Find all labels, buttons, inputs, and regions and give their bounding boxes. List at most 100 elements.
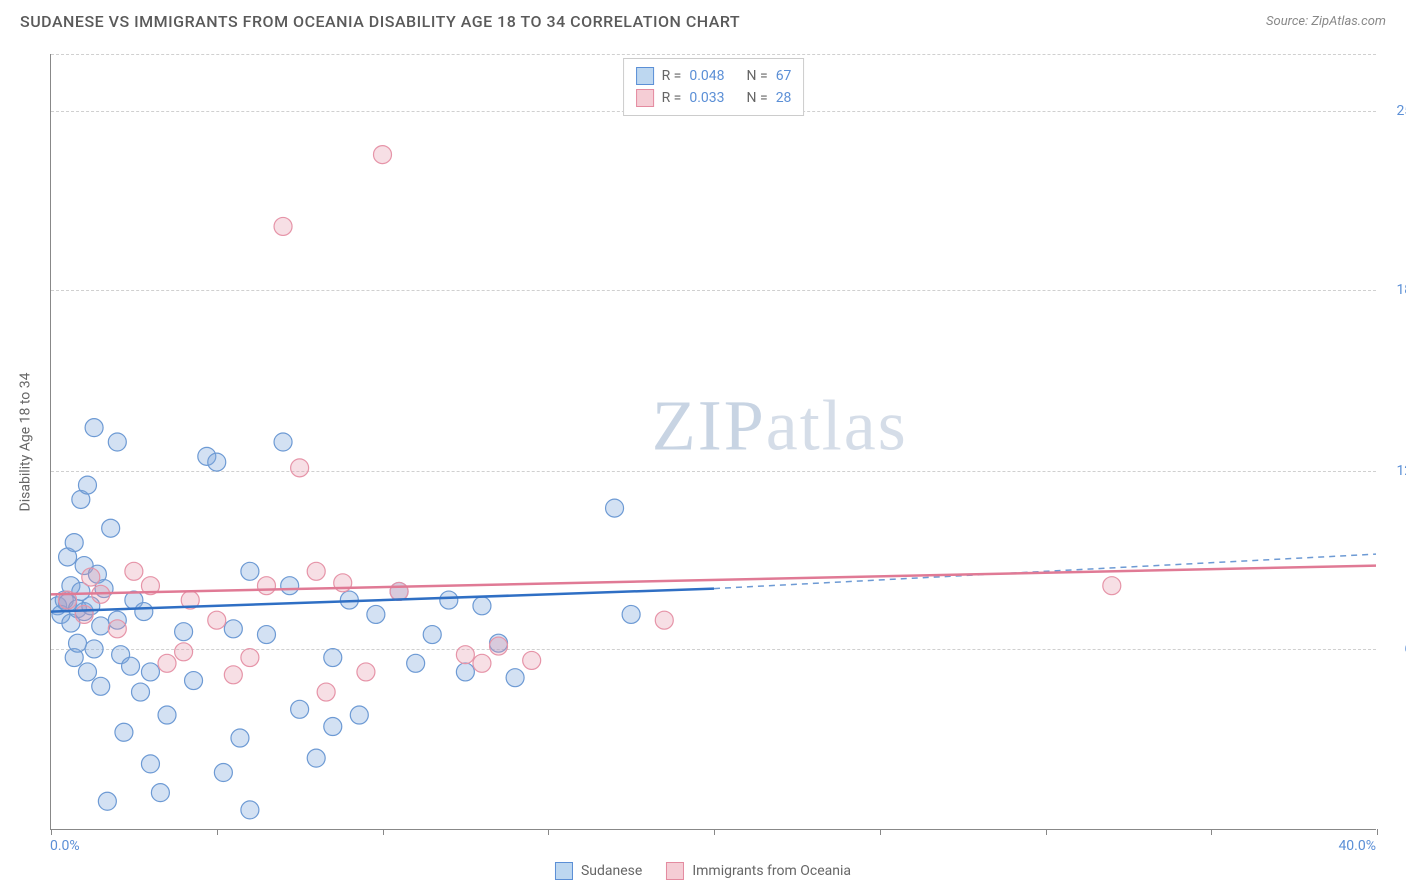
data-point [158, 706, 176, 724]
data-point [291, 459, 309, 477]
data-point [655, 611, 673, 629]
y-axis-label: Disability Age 18 to 34 [17, 373, 33, 512]
data-point [274, 433, 292, 451]
data-point [241, 562, 259, 580]
correlation-legend-row: R = 0.033N = 28 [636, 87, 792, 109]
correlation-legend: R = 0.048N = 67R = 0.033N = 28 [623, 58, 805, 116]
data-point [69, 634, 87, 652]
data-point [141, 755, 159, 773]
data-point [158, 654, 176, 672]
x-tick-mark [1211, 829, 1212, 835]
data-point [78, 663, 96, 681]
r-label: R = [662, 87, 682, 109]
y-tick-label: 12.5% [1396, 463, 1406, 479]
x-tick-mark [383, 829, 384, 835]
data-point [291, 700, 309, 718]
data-point [241, 649, 259, 667]
scatter-plot-svg [51, 54, 1376, 829]
y-tick-label: 18.8% [1396, 282, 1406, 298]
data-point [151, 784, 169, 802]
chart-plot-area: ZIPatlas R = 0.048N = 67R = 0.033N = 28 … [50, 54, 1376, 830]
data-point [132, 683, 150, 701]
data-point [324, 649, 342, 667]
data-point [407, 654, 425, 672]
data-point [473, 597, 491, 615]
x-axis-max-label: 40.0% [1338, 838, 1376, 854]
data-point [490, 637, 508, 655]
y-tick-label: 25.0% [1396, 103, 1406, 119]
data-point [108, 620, 126, 638]
data-point [82, 568, 100, 586]
data-point [324, 718, 342, 736]
data-point [214, 764, 232, 782]
data-point [257, 577, 275, 595]
data-point [440, 591, 458, 609]
data-point [92, 677, 110, 695]
x-tick-mark [880, 829, 881, 835]
x-tick-mark [51, 829, 52, 835]
series-legend-label: Sudanese [581, 863, 642, 879]
x-tick-mark [1377, 829, 1378, 835]
data-point [506, 669, 524, 687]
data-point [208, 611, 226, 629]
data-point [122, 657, 140, 675]
x-tick-mark [1046, 829, 1047, 835]
series-legend-item: Immigrants from Oceania [666, 862, 851, 880]
data-point [307, 749, 325, 767]
legend-swatch [636, 89, 654, 107]
data-point [281, 577, 299, 595]
correlation-legend-row: R = 0.048N = 67 [636, 65, 792, 87]
n-value: 28 [776, 87, 792, 109]
data-point [175, 643, 193, 661]
data-point [374, 146, 392, 164]
x-tick-mark [217, 829, 218, 835]
data-point [141, 663, 159, 681]
n-label: N = [747, 87, 768, 109]
data-point [115, 723, 133, 741]
data-point [307, 562, 325, 580]
trend-line-extrapolated [714, 554, 1376, 588]
data-point [98, 792, 116, 810]
data-point [85, 640, 103, 658]
data-point [185, 672, 203, 690]
legend-swatch [555, 862, 573, 880]
data-point [125, 562, 143, 580]
data-point [367, 605, 385, 623]
data-point [622, 605, 640, 623]
legend-swatch [636, 67, 654, 85]
data-point [108, 433, 126, 451]
data-point [102, 519, 120, 537]
series-legend-item: Sudanese [555, 862, 642, 880]
source-attribution: Source: ZipAtlas.com [1266, 14, 1386, 29]
legend-swatch [666, 862, 684, 880]
data-point [75, 605, 93, 623]
data-point [175, 623, 193, 641]
data-point [257, 626, 275, 644]
data-point [350, 706, 368, 724]
series-legend-label: Immigrants from Oceania [692, 863, 851, 879]
n-label: N = [747, 65, 768, 87]
data-point [92, 617, 110, 635]
data-point [357, 663, 375, 681]
data-point [224, 666, 242, 684]
data-point [208, 453, 226, 471]
data-point [65, 534, 83, 552]
data-point [231, 729, 249, 747]
data-point [135, 603, 153, 621]
data-point [456, 646, 474, 664]
data-point [1103, 577, 1121, 595]
data-point [473, 654, 491, 672]
data-point [241, 801, 259, 819]
x-axis-min-label: 0.0% [50, 838, 80, 854]
r-label: R = [662, 65, 682, 87]
n-value: 67 [776, 65, 792, 87]
x-tick-mark [714, 829, 715, 835]
data-point [606, 499, 624, 517]
data-point [274, 217, 292, 235]
series-legend: Sudanese Immigrants from Oceania [555, 862, 851, 880]
chart-title: SUDANESE VS IMMIGRANTS FROM OCEANIA DISA… [20, 12, 740, 31]
data-point [390, 582, 408, 600]
data-point [456, 663, 474, 681]
data-point [317, 683, 335, 701]
x-tick-mark [548, 829, 549, 835]
